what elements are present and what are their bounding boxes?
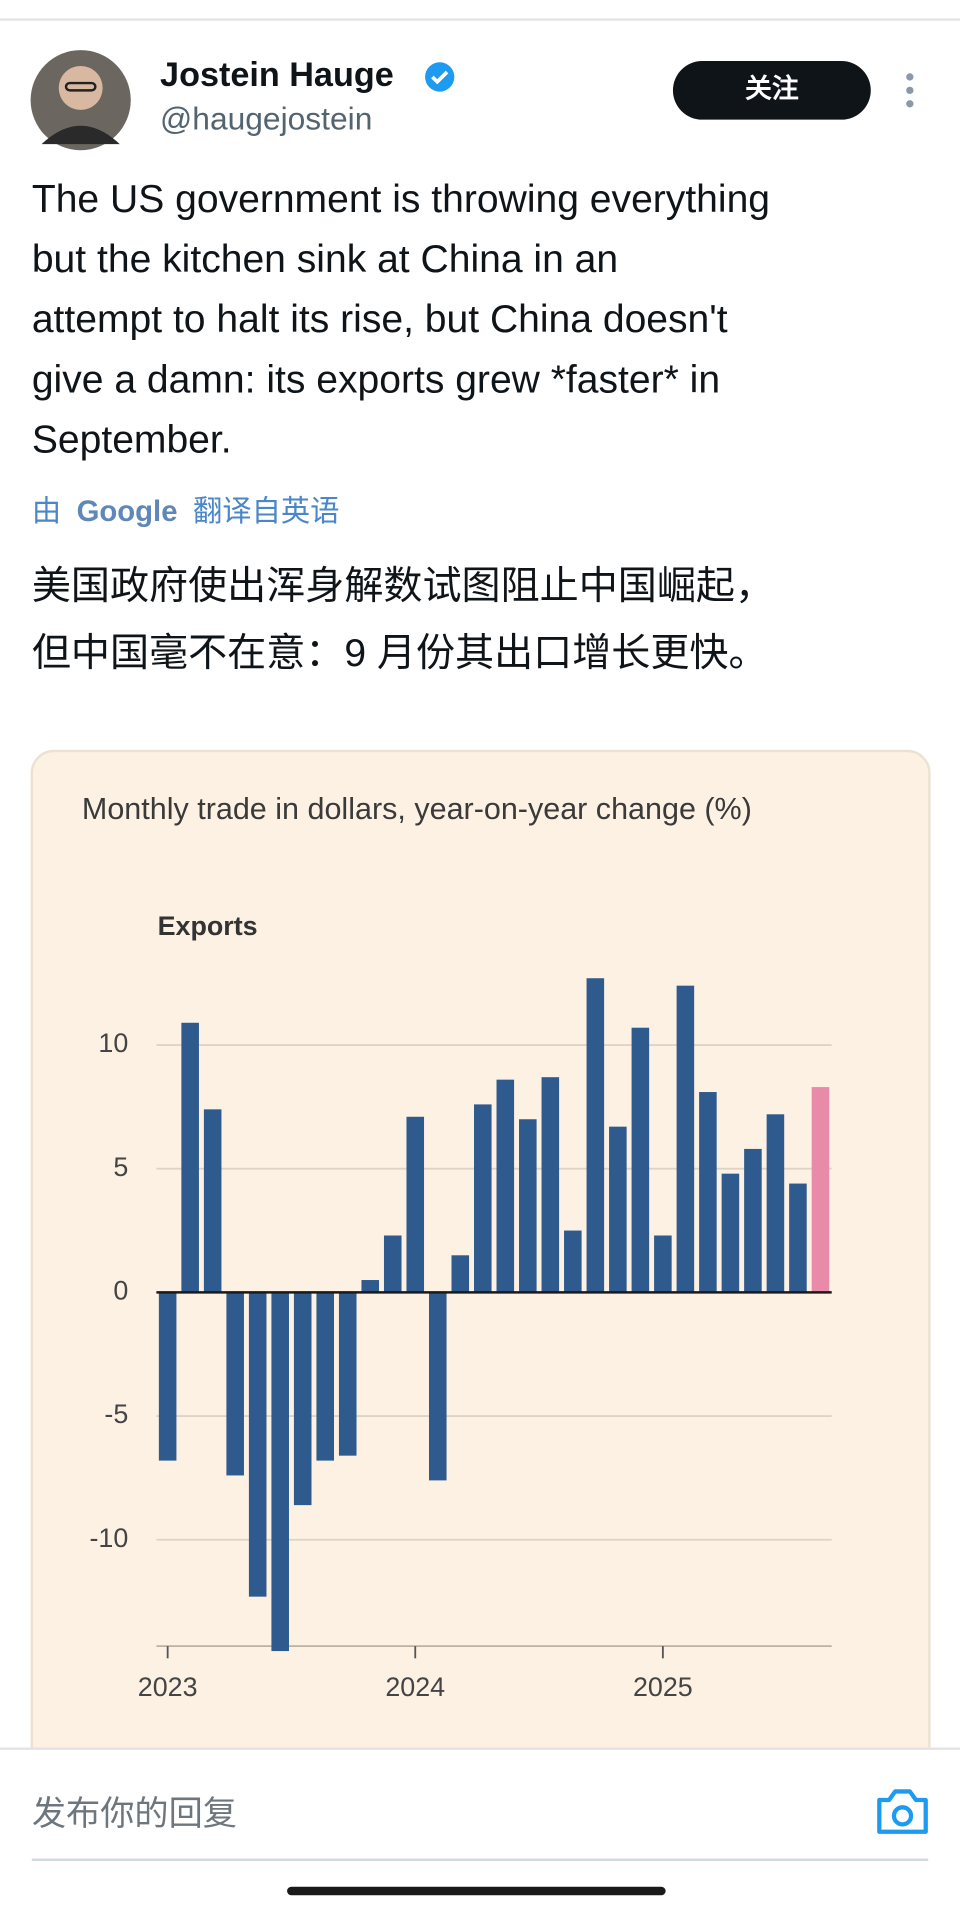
- author-name[interactable]: Jostein Hauge: [160, 56, 394, 94]
- y-tick-label: -10: [89, 1523, 128, 1553]
- translated-line: 美国政府使出浑身解数试图阻止中国崛起，: [32, 565, 774, 608]
- tweet-line: but the kitchen sink at China in an: [32, 238, 618, 281]
- bar: [631, 1027, 650, 1293]
- bar: [676, 985, 695, 1293]
- verified-badge: [425, 62, 455, 92]
- translation-suffix: 翻译自英语: [193, 495, 339, 528]
- home-indicator: [287, 1886, 666, 1896]
- plot: -10 -5 0 5 10 2023 2024 2025: [89, 978, 832, 1702]
- bar: [451, 1255, 470, 1293]
- tweet-body: The US government is throwing everything…: [32, 178, 770, 462]
- chart-title: Monthly trade in dollars, year-on-year c…: [82, 792, 752, 826]
- more-menu[interactable]: [906, 73, 914, 108]
- bar: [293, 1292, 312, 1506]
- author-handle[interactable]: @haugejostein: [160, 100, 372, 136]
- bar: [383, 1235, 402, 1293]
- tweet-line: September.: [32, 419, 232, 462]
- tweet-line: attempt to halt its rise, but China does…: [32, 298, 728, 341]
- panel-label: Exports: [158, 911, 258, 941]
- bar: [226, 1292, 244, 1476]
- reply-placeholder[interactable]: 发布你的回复: [32, 1795, 237, 1833]
- bar: [721, 1173, 740, 1293]
- translated-body: 美国政府使出浑身解数试图阻止中国崛起， 但中国毫不在意：9 月份其出口增长更快。: [32, 565, 774, 675]
- bar: [654, 1235, 672, 1293]
- y-tick-label: 0: [113, 1275, 128, 1305]
- bar: [811, 1087, 830, 1293]
- translation-prefix: 由: [32, 495, 61, 528]
- bar: [428, 1292, 447, 1481]
- translated-line: 但中国毫不在意：9 月份其出口增长更快。: [32, 632, 768, 675]
- bar: [496, 1079, 515, 1293]
- bar: [271, 1292, 289, 1652]
- bar: [203, 1109, 222, 1293]
- bar: [699, 1092, 717, 1293]
- bar: [181, 1022, 199, 1293]
- bar: [586, 978, 605, 1293]
- tweet-line: give a damn: its exports grew *faster* i…: [32, 358, 720, 401]
- bar: [519, 1119, 537, 1293]
- bar: [474, 1104, 492, 1293]
- camera-icon[interactable]: [877, 1789, 928, 1834]
- x-tick-label: 2025: [633, 1672, 693, 1702]
- bar: [158, 1292, 177, 1461]
- translation-label[interactable]: 由 Google 翻译自英语: [32, 495, 340, 528]
- follow-button[interactable]: [672, 61, 871, 120]
- y-tick-label: -5: [104, 1399, 128, 1429]
- x-tick-label: 2024: [385, 1672, 445, 1702]
- bar: [541, 1077, 560, 1293]
- bar: [406, 1116, 425, 1293]
- y-tick-label: 5: [113, 1152, 128, 1182]
- follow-label[interactable]: 关注: [745, 72, 799, 103]
- bar: [248, 1292, 267, 1597]
- bar: [766, 1114, 785, 1293]
- bar: [789, 1183, 807, 1293]
- translation-brand: Google: [77, 495, 178, 528]
- bar: [338, 1292, 357, 1456]
- bar: [609, 1126, 627, 1293]
- tweet-line: The US government is throwing everything: [32, 178, 770, 221]
- x-tick-label: 2023: [138, 1672, 198, 1702]
- bar: [316, 1292, 334, 1461]
- bar: [564, 1230, 582, 1293]
- bar: [361, 1280, 380, 1293]
- bar: [744, 1148, 762, 1293]
- avatar[interactable]: [30, 50, 131, 151]
- y-tick-label: 10: [98, 1028, 128, 1058]
